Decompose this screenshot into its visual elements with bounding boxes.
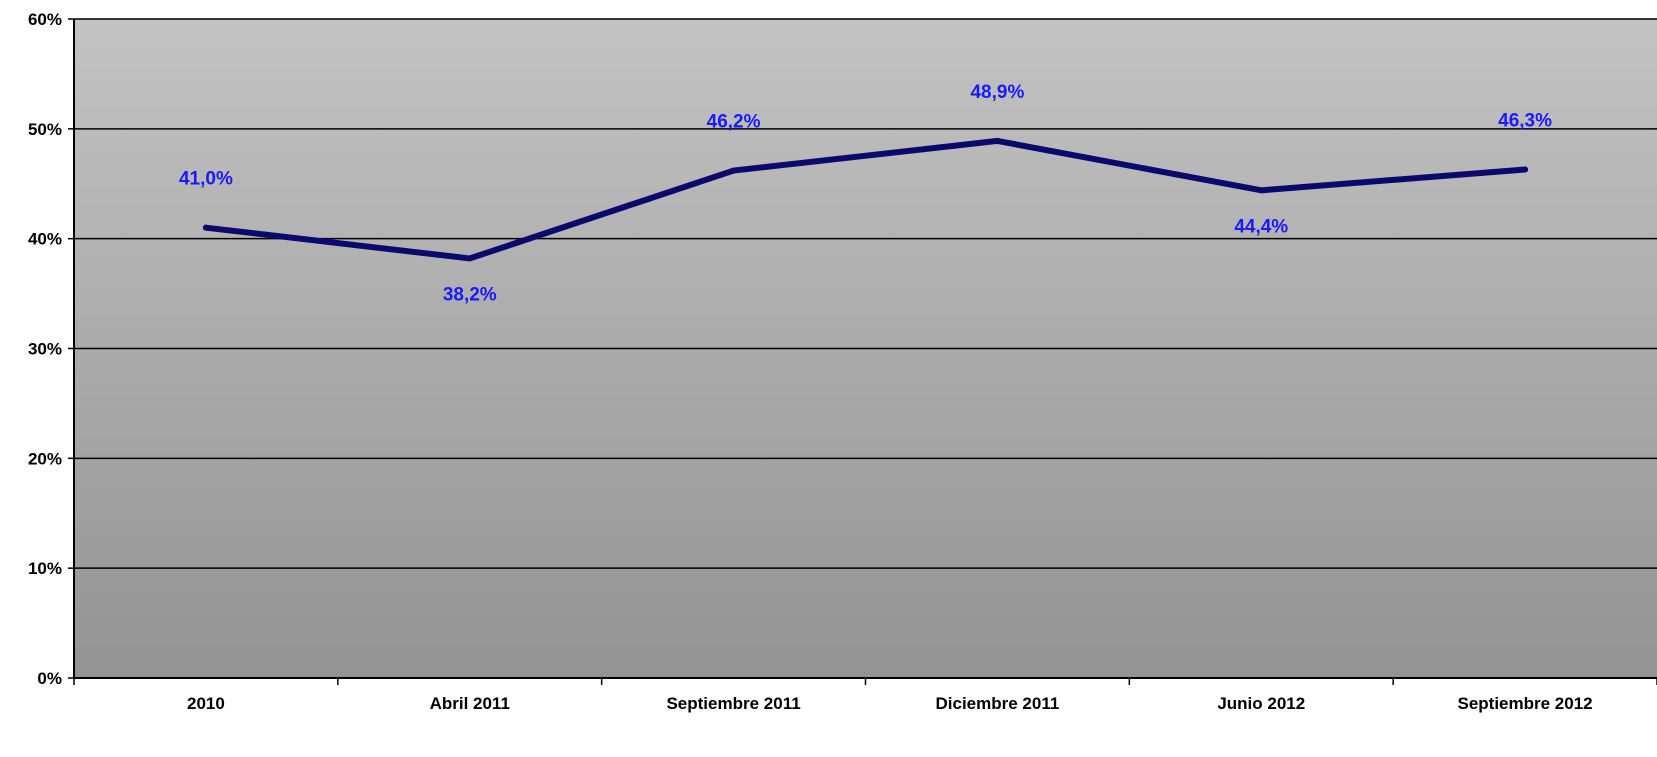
y-tick-label: 0% — [37, 669, 62, 688]
y-tick-label: 30% — [28, 340, 62, 359]
data-label: 44,4% — [1234, 216, 1288, 237]
data-label: 46,3% — [1498, 110, 1552, 131]
y-tick-label: 40% — [28, 230, 62, 249]
data-point — [994, 137, 1001, 144]
y-tick-label: 20% — [28, 449, 62, 468]
x-tick-label: Septiembre 2012 — [1458, 694, 1593, 713]
x-tick-label: Diciembre 2011 — [936, 694, 1060, 713]
data-point — [466, 255, 473, 262]
series-line — [202, 137, 1529, 262]
data-label: 41,0% — [179, 169, 233, 190]
y-tick-label: 10% — [28, 559, 62, 578]
data-point — [1258, 187, 1265, 194]
y-axis-tick-labels: 0% 10% 20% 30% 40% 50% 60% — [28, 10, 62, 688]
data-labels: 41,0% 38,2% 46,2% 48,9% 44,4% 46,3% — [179, 82, 1552, 306]
series-group — [202, 137, 1529, 262]
x-tick-label: Junio 2012 — [1217, 694, 1305, 713]
x-axis-tick-labels: 2010 Abril 2011 Septiembre 2011 Diciembre 2… — [187, 694, 1593, 713]
data-point — [1522, 166, 1529, 173]
y-tick-label: 50% — [28, 120, 62, 139]
grid-lines — [68, 18, 1657, 679]
data-label: 38,2% — [443, 284, 497, 305]
x-tick-label: Septiembre 2011 — [666, 694, 800, 713]
y-tick-label: 60% — [28, 10, 62, 29]
x-tick-label: Abril 2011 — [430, 694, 510, 713]
data-label: 48,9% — [970, 82, 1024, 103]
data-label: 46,2% — [707, 112, 761, 133]
data-point — [730, 167, 737, 174]
data-point — [202, 224, 209, 231]
x-tick-label: 2010 — [187, 694, 225, 713]
axes — [73, 19, 1657, 685]
